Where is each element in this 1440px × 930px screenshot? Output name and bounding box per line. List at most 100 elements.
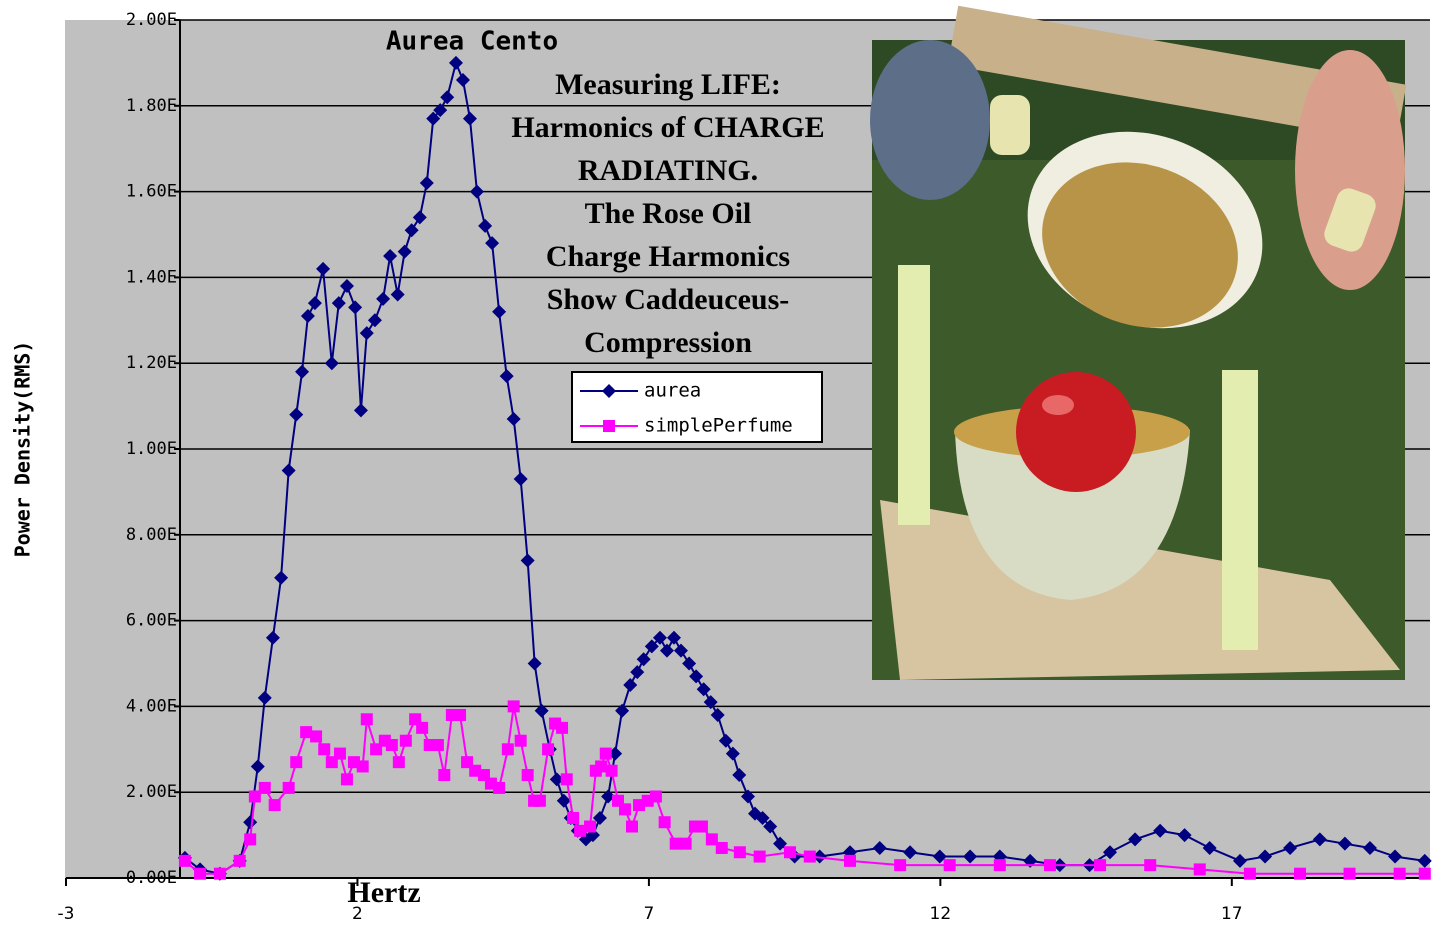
data-point [244,833,257,846]
x-tick-label: -3 [58,904,75,924]
data-point [1283,840,1298,855]
data-point [367,313,382,328]
data-point [281,463,296,478]
annotation-line: The Rose Oil [585,197,752,230]
data-point [493,781,506,794]
data-point [178,854,191,867]
data-point [732,768,747,783]
data-point [1094,859,1107,872]
annotation-line: RADIATING. [578,154,758,187]
data-point [376,291,391,306]
data-point [626,820,639,833]
data-point [1388,849,1403,864]
data-point [649,790,662,803]
data-point [644,639,659,654]
data-point [783,846,796,859]
data-point [1202,840,1217,855]
data-point [623,677,638,692]
annotation-line: Show Caddeuceus- [547,283,790,316]
data-point [290,756,303,769]
data-point [462,111,477,126]
data-point [534,703,549,718]
data-point [1043,859,1056,872]
data-point [689,669,704,684]
data-point [1362,840,1377,855]
data-point [454,708,467,721]
data-point [943,859,956,872]
data-point [419,176,434,191]
data-point [763,819,778,834]
data-point [542,743,555,756]
data-point [316,261,331,276]
data-point [307,296,322,311]
y-axis-label: Power Density(RMS) [11,341,35,558]
x-tick-label: 7 [643,904,654,924]
data-point [356,760,369,773]
data-point [412,210,427,225]
data-point [1232,853,1247,868]
data-point [1343,867,1356,880]
data-point [392,756,405,769]
data-point [527,656,542,671]
data-point [501,743,514,756]
data-point [440,90,455,105]
data-point [469,184,484,199]
data-point [438,769,451,782]
data-point [705,833,718,846]
data-point [310,730,323,743]
data-point [194,867,207,880]
data-point [250,759,265,774]
data-point [248,790,261,803]
data-point [333,747,346,760]
legend: aurea simplePerfume [571,371,823,443]
data-point [753,850,766,863]
data-point [397,244,412,259]
series-layer [177,55,1432,881]
data-point [844,854,857,867]
legend-marker [602,384,616,398]
data-point [741,789,755,804]
x-tick-label: 12 [930,904,952,924]
data-point [695,820,708,833]
data-point [1144,859,1157,872]
data-point [605,764,618,777]
legend-marker [603,420,615,432]
data-point [265,630,280,645]
data-point [1193,863,1206,876]
data-point [340,773,353,786]
y-tick-label: 8.00E [126,525,177,545]
data-point [1312,832,1327,847]
data-point [673,643,688,658]
data-point [289,407,304,422]
y-tick-label: 2.00E [126,782,177,802]
data-point [433,103,448,118]
data-point [1393,867,1406,880]
data-point [567,811,580,824]
data-point [506,411,521,426]
data-point [872,840,887,855]
data-point [1258,849,1273,864]
annotation-line: Compression [584,326,752,359]
data-point [274,570,289,585]
data-point [619,803,632,816]
data-point [733,846,746,859]
data-point [300,726,313,739]
data-point [383,248,398,263]
data-point [993,859,1006,872]
annotation-line: Measuring LIFE: [555,68,781,101]
data-point [478,218,493,233]
y-tick-label: 1.00E [126,439,177,459]
data-point [499,369,514,384]
y-tick-label: 1.20E [126,353,177,373]
data-point [268,799,281,812]
data-point [1417,853,1432,868]
data-point [755,810,770,825]
data-point [1337,836,1352,851]
data-point [718,733,733,748]
data-point [963,849,978,864]
data-point [533,794,546,807]
data-point [1128,832,1143,847]
axes: 0.00E2.00E4.00E6.00E8.00E1.00E1.20E1.40E… [58,10,1430,924]
annotation-line: Harmonics of CHARGE [511,111,824,144]
y-tick-label: 1.60E [126,182,177,202]
